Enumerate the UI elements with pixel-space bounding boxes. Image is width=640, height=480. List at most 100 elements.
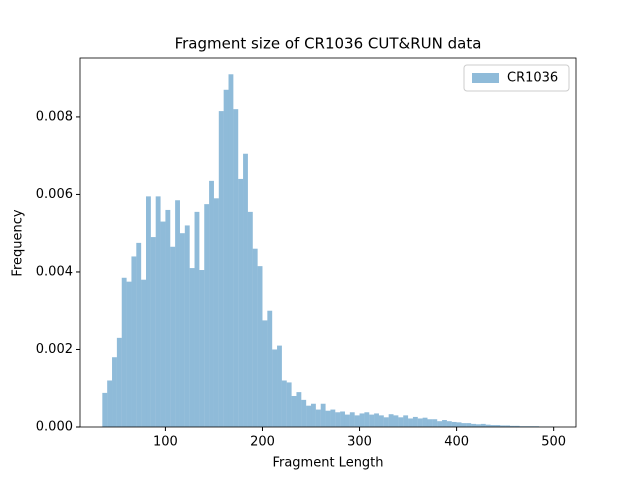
bar (112, 357, 117, 427)
plot-frame (79, 57, 577, 428)
bar (233, 109, 239, 427)
bar (403, 415, 409, 427)
bar (495, 425, 501, 427)
bar (325, 410, 331, 427)
y-tick-label: 0.004 (36, 264, 73, 279)
bar (262, 320, 268, 427)
bar (281, 380, 287, 427)
bar (204, 204, 210, 427)
bar (170, 246, 176, 427)
bar (514, 425, 520, 427)
bar (388, 414, 394, 427)
bar (257, 266, 263, 427)
bar (286, 382, 292, 427)
bar (354, 415, 360, 427)
bar (393, 415, 399, 427)
bar (150, 237, 156, 427)
bar (422, 417, 428, 427)
bar (378, 415, 384, 427)
bar (451, 421, 457, 427)
x-tick-label: 500 (541, 435, 566, 450)
bar (199, 270, 205, 427)
bar (466, 423, 472, 427)
bar (476, 424, 481, 427)
bar (471, 423, 477, 427)
bar (301, 399, 307, 427)
bar (505, 425, 510, 427)
x-tick-label: 400 (444, 435, 469, 450)
bar (349, 412, 355, 427)
x-tick-label: 100 (153, 435, 178, 450)
bar (490, 425, 496, 427)
bar (398, 417, 404, 427)
bar (417, 418, 423, 427)
bar (218, 111, 224, 427)
y-tick-label: 0.008 (36, 109, 73, 124)
bar (296, 392, 302, 427)
y-tick-label: 0.000 (36, 420, 73, 435)
bar (131, 256, 137, 427)
bar (272, 349, 278, 427)
bar (480, 423, 486, 427)
bar (291, 395, 297, 427)
bar (485, 424, 491, 427)
bar (238, 178, 244, 427)
bar (223, 89, 229, 427)
bar (146, 196, 151, 427)
bar (315, 409, 321, 427)
x-axis-label: Fragment Length (272, 456, 383, 471)
bar (277, 345, 282, 427)
bar (160, 221, 166, 427)
bar (243, 153, 248, 427)
bar (228, 74, 234, 427)
bar (247, 211, 253, 427)
bar (189, 268, 195, 427)
bar (136, 242, 142, 427)
legend-box (463, 64, 570, 92)
bar (121, 277, 127, 427)
bar (340, 411, 345, 427)
bar (179, 233, 185, 427)
bar (306, 405, 312, 427)
bar (155, 196, 161, 427)
bar (374, 413, 379, 427)
bar (446, 421, 452, 427)
bar (126, 281, 132, 427)
bar (175, 200, 180, 427)
bar (500, 425, 506, 427)
bar (412, 416, 418, 427)
bar (107, 380, 113, 427)
bar (330, 409, 336, 427)
bar (102, 392, 108, 427)
bar (116, 337, 122, 427)
y-tick-label: 0.006 (36, 187, 73, 202)
bar (383, 417, 389, 427)
bar (165, 209, 171, 427)
bar (408, 418, 413, 427)
chart-title: Fragment size of CR1036 CUT&RUN data (175, 35, 482, 53)
bar (209, 180, 214, 427)
y-tick-label: 0.002 (36, 342, 73, 357)
bar (344, 414, 350, 427)
bar (432, 419, 438, 427)
bar (267, 310, 273, 427)
bar (311, 403, 316, 427)
bar (456, 422, 462, 427)
bar (442, 420, 447, 427)
bar (194, 211, 200, 427)
legend-label: CR1036 (507, 71, 558, 86)
y-axis-label: Frequency (11, 209, 26, 276)
bar (252, 248, 258, 427)
bar (369, 414, 375, 427)
legend-swatch (472, 73, 499, 83)
bar (461, 423, 467, 427)
bar (359, 413, 365, 427)
bar (184, 225, 190, 427)
x-tick-label: 200 (250, 435, 275, 450)
bar (437, 421, 443, 427)
bar (427, 419, 433, 427)
bar (364, 412, 370, 427)
bar (320, 403, 326, 427)
